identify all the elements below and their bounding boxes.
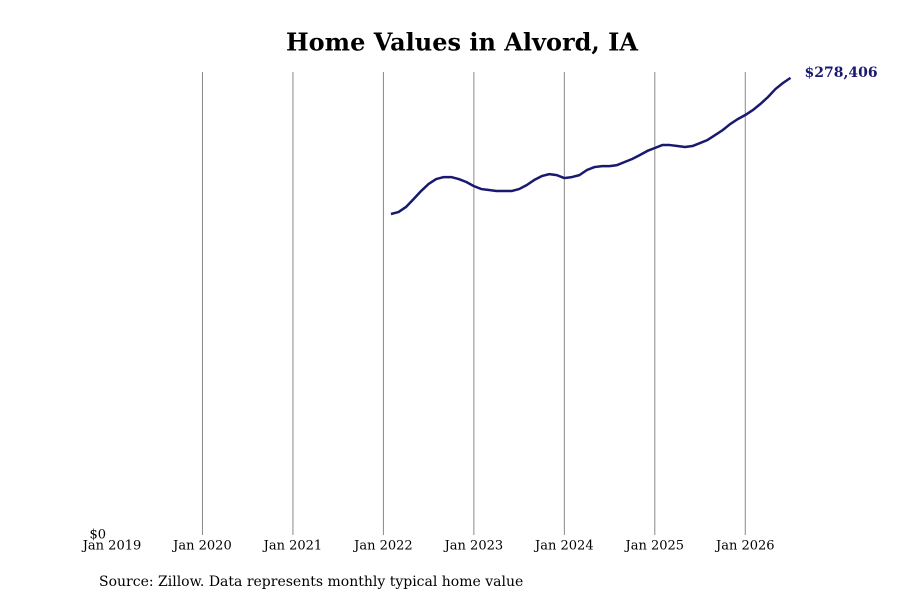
source-note: Source: Zillow. Data represents monthly … <box>99 574 523 590</box>
x-tick-label: Jan 2026 <box>714 539 775 554</box>
x-tick-label: Jan 2020 <box>171 539 232 554</box>
x-tick-label: Jan 2022 <box>352 539 413 554</box>
x-tick-label: Jan 2025 <box>624 539 685 554</box>
line-series <box>390 76 792 216</box>
y-tick-label: $0 <box>89 528 106 543</box>
x-tick-label: Jan 2021 <box>262 539 323 554</box>
x-tick-label: Jan 2024 <box>533 539 594 554</box>
chart-title: Home Values in Alvord, IA <box>286 28 638 57</box>
x-tick-label: Jan 2023 <box>443 539 504 554</box>
x-tick-label: Jan 2019 <box>81 539 142 554</box>
value-label: $278,406 <box>805 65 878 81</box>
